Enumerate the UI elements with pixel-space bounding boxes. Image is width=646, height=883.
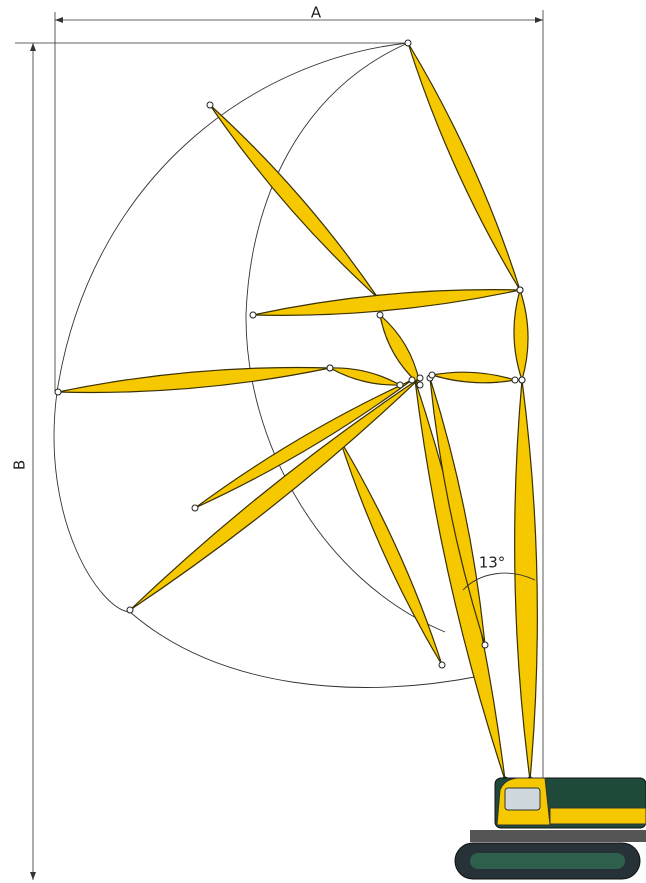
arm bbox=[58, 368, 330, 393]
pin bbox=[417, 382, 423, 388]
pin bbox=[517, 287, 523, 293]
pin bbox=[429, 372, 435, 378]
arrow bbox=[30, 872, 36, 880]
pin bbox=[405, 40, 411, 46]
main-boom bbox=[415, 380, 505, 780]
working-range-diagram: A B 13° bbox=[0, 0, 646, 883]
outer-envelope bbox=[54, 43, 480, 688]
pin bbox=[207, 102, 213, 108]
dimension-lines bbox=[15, 10, 543, 880]
arm bbox=[408, 43, 520, 290]
angle-label: 13° bbox=[479, 554, 506, 572]
pin bbox=[55, 389, 61, 395]
pin bbox=[439, 662, 445, 668]
arm bbox=[253, 290, 520, 316]
arm bbox=[340, 440, 442, 665]
bucket-link bbox=[432, 372, 515, 383]
arrow bbox=[535, 17, 543, 23]
body-stripe bbox=[550, 808, 646, 824]
pin bbox=[250, 312, 256, 318]
arm bbox=[130, 378, 420, 610]
boom-link bbox=[514, 290, 528, 380]
pin bbox=[127, 607, 133, 613]
pin bbox=[519, 377, 525, 383]
arm bbox=[210, 105, 378, 298]
attachments bbox=[55, 40, 537, 783]
track-frame bbox=[470, 853, 625, 869]
pin bbox=[377, 312, 383, 318]
arrow bbox=[30, 43, 36, 51]
dimension-label: A bbox=[311, 4, 322, 22]
cab-window bbox=[505, 788, 540, 810]
boom-link bbox=[380, 315, 420, 385]
excavator-base bbox=[455, 778, 646, 879]
pin bbox=[327, 365, 333, 371]
pin bbox=[192, 505, 198, 511]
bucket-link bbox=[330, 368, 400, 385]
pin bbox=[512, 377, 518, 383]
pin bbox=[397, 382, 403, 388]
pin bbox=[417, 375, 423, 381]
pin bbox=[482, 642, 488, 648]
undercarriage bbox=[470, 830, 646, 842]
pin bbox=[409, 377, 415, 383]
dimension-label: B bbox=[11, 460, 29, 470]
arm bbox=[195, 380, 412, 508]
arrow bbox=[55, 17, 63, 23]
inner-envelope bbox=[246, 43, 445, 632]
